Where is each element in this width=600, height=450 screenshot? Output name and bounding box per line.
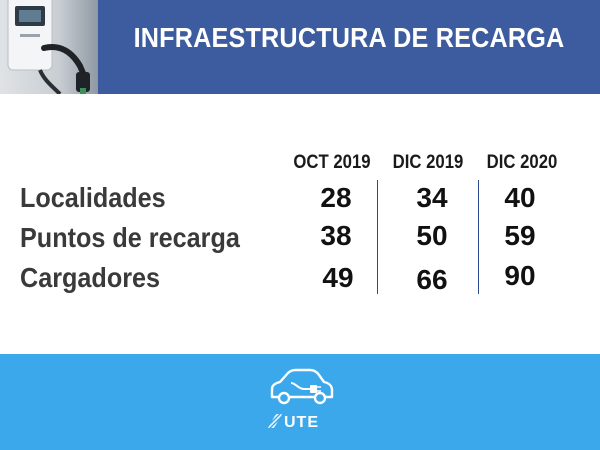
footer-bar: UTE xyxy=(0,354,600,450)
charging-station-image xyxy=(0,0,98,94)
table-cell: 90 xyxy=(504,260,536,291)
column-header-dic-2019: DIC 2019 xyxy=(392,152,464,173)
column-header-oct-2019: OCT 2019 xyxy=(293,152,371,173)
table-cell: 34 xyxy=(416,182,448,213)
svg-text:UTE: UTE xyxy=(284,414,319,430)
row-label-puntos-de-recarga: Puntos de recarga xyxy=(20,222,240,253)
table-cell: 38 xyxy=(320,220,352,251)
electric-car-icon xyxy=(270,368,334,405)
column-divider xyxy=(478,180,479,294)
page-title: INFRAESTRUCTURA DE RECARGA xyxy=(133,22,565,53)
table-cell: 40 xyxy=(504,182,536,213)
table-cell: 66 xyxy=(416,264,448,295)
data-table: OCT 2019 DIC 2019 DIC 2020 Localidades 2… xyxy=(0,94,600,354)
row-label-cargadores: Cargadores xyxy=(20,262,161,293)
column-divider xyxy=(377,180,378,294)
header-bar: INFRAESTRUCTURA DE RECARGA xyxy=(0,0,600,94)
table-cell: 49 xyxy=(322,262,354,293)
ute-logo: UTE xyxy=(268,414,319,430)
table-cell: 50 xyxy=(416,220,448,251)
table-cell: 59 xyxy=(504,220,536,251)
row-label-localidades: Localidades xyxy=(20,182,166,213)
column-header-dic-2020: DIC 2020 xyxy=(486,152,558,173)
table-cell: 28 xyxy=(320,182,352,213)
